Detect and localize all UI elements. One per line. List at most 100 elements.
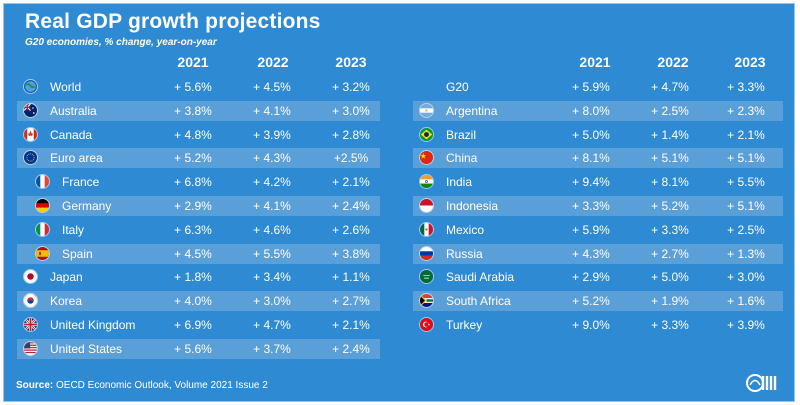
growth-value-2023: + 2.1% bbox=[332, 175, 370, 190]
growth-value-2021: + 2.9% bbox=[572, 270, 610, 285]
growth-value-2022: + 2.5% bbox=[651, 103, 689, 118]
country-name: Spain bbox=[62, 246, 93, 261]
growth-value-2022: + 8.1% bbox=[651, 175, 689, 190]
china-flag-icon bbox=[419, 150, 434, 166]
table-row: China + 8.1% + 5.1% + 5.1% bbox=[413, 148, 783, 169]
france-flag-icon bbox=[35, 174, 50, 190]
growth-value-2021: + 4.0% bbox=[174, 294, 212, 309]
table-row: United Kingdom + 6.9% + 4.7% + 2.1% bbox=[17, 315, 380, 335]
italy-flag-icon bbox=[35, 221, 50, 237]
growth-value-2021: + 5.9% bbox=[572, 222, 610, 237]
table-row: World + 5.6% + 4.5% + 3.2% bbox=[17, 77, 380, 97]
country-name: Italy bbox=[62, 222, 85, 237]
country-name: Mexico bbox=[446, 222, 485, 237]
growth-value-2022: + 4.5% bbox=[253, 80, 291, 94]
country-name: Indonesia bbox=[446, 199, 499, 213]
country-name: South Africa bbox=[446, 294, 511, 309]
growth-value-2022: + 3.4% bbox=[253, 270, 291, 285]
growth-value-2022: + 5.1% bbox=[651, 151, 689, 166]
growth-value-2022: + 4.6% bbox=[253, 222, 291, 237]
growth-value-2022: + 3.3% bbox=[651, 318, 689, 332]
growth-value-2021: + 9.0% bbox=[572, 318, 610, 332]
table-row: France + 6.8% + 4.2% + 2.1% bbox=[17, 172, 380, 192]
us-flag-icon bbox=[23, 340, 38, 356]
right-col-header-2022: 2022 bbox=[657, 54, 689, 70]
growth-value-2023: + 2.1% bbox=[727, 127, 765, 142]
growth-value-2023: + 2.4% bbox=[332, 199, 370, 213]
growth-value-2023: + 1.6% bbox=[727, 294, 765, 309]
south-africa-flag-icon bbox=[419, 293, 434, 309]
country-name: Canada bbox=[50, 127, 93, 142]
country-name: Germany bbox=[62, 199, 112, 213]
growth-value-2022: + 5.0% bbox=[651, 270, 689, 285]
table-row: Indonesia + 3.3% + 5.2% + 5.1% bbox=[413, 196, 783, 216]
left-col-header-2021: 2021 bbox=[177, 54, 209, 70]
argentina-flag-icon bbox=[419, 102, 434, 118]
right-col-header-2023: 2023 bbox=[734, 54, 766, 70]
table-row: Russia + 4.3% + 2.7% + 1.3% bbox=[413, 243, 783, 264]
growth-value-2022: + 4.2% bbox=[253, 175, 291, 190]
country-name: United States bbox=[50, 341, 123, 356]
turkey-flag-icon bbox=[419, 317, 434, 332]
left-col-header-2022: 2022 bbox=[257, 54, 289, 70]
growth-value-2023: + 3.2% bbox=[332, 80, 370, 94]
spain-flag-icon bbox=[35, 245, 50, 261]
growth-value-2021: + 8.0% bbox=[572, 103, 610, 118]
growth-value-2023: + 3.0% bbox=[727, 270, 765, 285]
growth-value-2021: + 3.8% bbox=[174, 103, 212, 118]
australia-flag-icon bbox=[23, 102, 38, 118]
page-subtitle: G20 economies, % change, year-on-year bbox=[25, 37, 217, 48]
growth-value-2023: + 3.9% bbox=[727, 318, 765, 332]
germany-flag-icon bbox=[35, 198, 50, 213]
growth-value-2021: + 9.4% bbox=[572, 175, 610, 190]
growth-value-2023: + 2.8% bbox=[332, 127, 370, 142]
growth-value-2021: + 5.9% bbox=[572, 80, 610, 94]
growth-value-2022: + 2.7% bbox=[651, 246, 689, 261]
left-col-header-2023: 2023 bbox=[335, 54, 367, 70]
growth-value-2023: + 3.8% bbox=[332, 246, 370, 261]
table-row: Japan + 1.8% + 3.4% + 1.1% bbox=[17, 267, 380, 287]
growth-value-2021: + 5.0% bbox=[572, 127, 610, 142]
indonesia-flag-icon bbox=[419, 198, 434, 213]
page-title: Real GDP growth projections bbox=[25, 10, 321, 33]
country-name: Saudi Arabia bbox=[446, 270, 515, 285]
canada-flag-icon bbox=[23, 126, 38, 142]
right-col-header-2021: 2021 bbox=[579, 54, 611, 70]
growth-value-2022: + 3.3% bbox=[651, 222, 689, 237]
growth-value-2021: + 8.1% bbox=[572, 151, 610, 166]
table-row: Saudi Arabia + 2.9% + 5.0% + 3.0% bbox=[413, 267, 783, 287]
oecd-logo-icon bbox=[746, 374, 777, 392]
table-row: Australia + 3.8% + 4.1% + 3.0% bbox=[17, 100, 380, 121]
growth-value-2022: + 4.7% bbox=[651, 80, 689, 94]
country-name: Euro area bbox=[50, 151, 103, 166]
growth-value-2021: + 5.6% bbox=[174, 341, 212, 356]
table-row: United States + 5.6% + 3.7% + 2.4% bbox=[17, 338, 380, 359]
country-name: Japan bbox=[50, 270, 83, 285]
table-row: G20 + 5.9% + 4.7% + 3.3% bbox=[413, 77, 783, 97]
growth-value-2021: + 3.3% bbox=[572, 199, 610, 213]
india-flag-icon bbox=[419, 174, 434, 190]
growth-value-2021: + 1.8% bbox=[174, 270, 212, 285]
globe-icon bbox=[23, 79, 38, 94]
growth-value-2021: + 2.9% bbox=[174, 199, 212, 213]
growth-value-2022: + 1.9% bbox=[651, 294, 689, 309]
country-name: Argentina bbox=[446, 103, 498, 118]
country-name: Russia bbox=[446, 246, 483, 261]
uk-flag-icon bbox=[23, 317, 38, 332]
growth-value-2021: + 6.3% bbox=[174, 222, 212, 237]
growth-value-2023: + 2.1% bbox=[332, 318, 370, 332]
country-name: India bbox=[446, 175, 473, 190]
growth-value-2023: +2.5% bbox=[333, 151, 369, 166]
country-name: World bbox=[50, 80, 82, 94]
growth-value-2023: + 2.6% bbox=[332, 222, 370, 237]
table-row: Germany + 2.9% + 4.1% + 2.4% bbox=[17, 196, 380, 216]
korea-flag-icon bbox=[23, 293, 38, 309]
growth-value-2023: + 5.1% bbox=[727, 151, 765, 166]
country-name: Brazil bbox=[446, 127, 477, 142]
growth-value-2023: + 5.5% bbox=[727, 175, 765, 190]
growth-value-2022: + 5.2% bbox=[651, 199, 689, 213]
table-row: Brazil + 5.0% + 1.4% + 2.1% bbox=[413, 125, 783, 145]
table-row: Canada + 4.8% + 3.9% + 2.8% bbox=[17, 125, 380, 145]
growth-value-2021: + 4.3% bbox=[572, 246, 610, 261]
country-name: Turkey bbox=[446, 318, 483, 332]
